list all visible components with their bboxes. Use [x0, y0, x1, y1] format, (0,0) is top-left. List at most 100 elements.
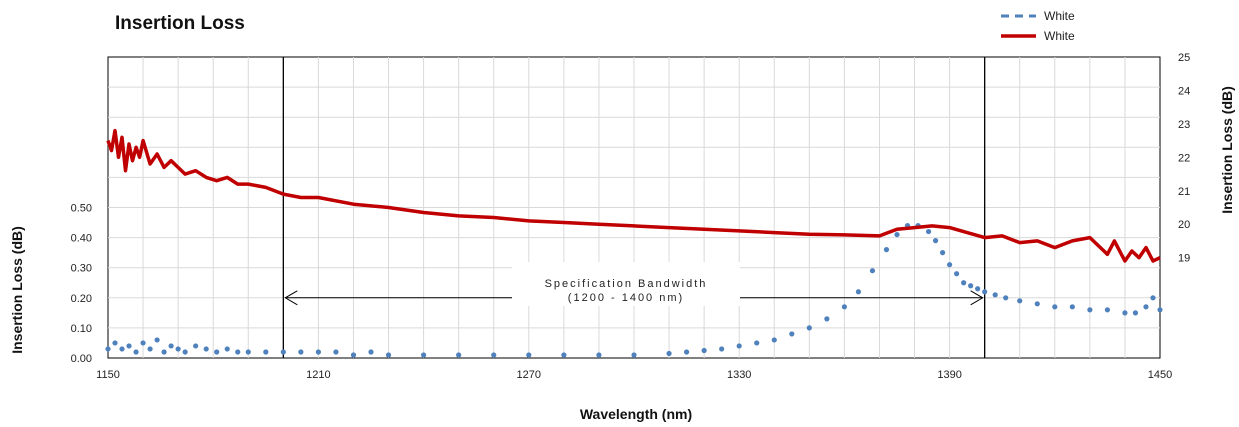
data-point-series-1 [771, 337, 777, 343]
data-point-series-1 [1052, 304, 1058, 310]
legend: White White [1001, 9, 1075, 43]
chart-title: Insertion Loss [115, 13, 245, 34]
data-point-series-1 [193, 343, 199, 349]
data-point-series-1 [1003, 295, 1009, 301]
data-point-series-1 [968, 283, 974, 289]
data-point-series-1 [491, 352, 497, 358]
data-point-series-1 [385, 352, 392, 358]
spec-annotation: Specification Bandwidth (1200 - 1400 nm) [512, 262, 740, 306]
data-point-series-1 [841, 304, 848, 310]
data-point-series-1 [350, 352, 357, 358]
data-point-series-1 [315, 349, 321, 355]
data-point-series-1 [932, 238, 939, 244]
data-point-series-1 [666, 350, 672, 357]
data-point-series-1 [1157, 307, 1163, 313]
legend-label-2: White [1044, 29, 1075, 43]
data-point-series-1 [869, 268, 876, 274]
left-y-tick-label: 0.30 [71, 263, 92, 275]
data-point-series-1 [992, 292, 998, 298]
right-y-tick-label: 23 [1178, 119, 1190, 131]
data-point-series-1 [168, 343, 174, 349]
data-point-series-1 [982, 289, 988, 295]
data-point-series-1 [855, 289, 862, 295]
data-point-series-1 [126, 343, 132, 349]
data-point-series-1 [684, 349, 690, 355]
data-point-series-1 [421, 352, 427, 358]
data-point-series-1 [133, 349, 139, 355]
data-point-series-1 [806, 325, 812, 331]
data-point-series-1 [975, 286, 981, 292]
data-point-series-1 [224, 346, 230, 352]
data-point-series-1 [701, 347, 707, 354]
data-point-series-1 [140, 340, 146, 346]
data-point-series-1 [245, 349, 251, 355]
annotation-line-2: (1200 - 1400 nm) [568, 292, 684, 304]
left-y-tick-label: 0.50 [71, 203, 92, 215]
right-y-tick-label: 21 [1178, 186, 1190, 198]
left-y-axis-title: Insertion Loss (dB) [9, 226, 25, 354]
data-point-series-1 [1104, 307, 1110, 313]
left-y-tick-label: 0.40 [71, 233, 92, 245]
data-point-series-1 [961, 280, 967, 286]
x-axis-title: Wavelength (nm) [580, 406, 692, 422]
legend-label-1: White [1044, 9, 1075, 23]
x-tick-label: 1150 [96, 369, 120, 381]
data-point-series-1 [824, 316, 830, 322]
data-point-series-1 [154, 337, 160, 343]
data-point-series-1 [947, 262, 953, 268]
data-point-series-1 [161, 349, 167, 355]
left-y-axis-ticks: 0.00 0.10 0.20 0.30 0.40 0.50 [71, 203, 92, 366]
data-point-series-1 [526, 352, 532, 358]
data-point-series-1 [235, 349, 241, 355]
data-point-series-1 [368, 349, 374, 355]
data-point-series-1 [736, 343, 742, 349]
data-point-series-1 [596, 352, 602, 358]
x-tick-label: 1330 [727, 369, 751, 381]
series-layer [105, 128, 1163, 358]
right-y-tick-label: 20 [1178, 219, 1190, 231]
data-point-series-1 [789, 331, 795, 337]
data-point-series-1 [754, 340, 760, 346]
left-y-tick-label: 0.20 [71, 293, 92, 305]
annotation-line-1: Specification Bandwidth [545, 278, 708, 290]
data-point-series-1 [333, 349, 339, 355]
left-y-tick-label: 0.10 [71, 323, 92, 335]
series-line-2 [106, 128, 1161, 263]
left-y-tick-label: 0.00 [71, 353, 92, 365]
data-point-series-1 [631, 352, 637, 358]
data-point-series-1 [925, 228, 932, 235]
right-y-axis-ticks: 19 20 21 22 23 24 25 [1178, 52, 1190, 265]
data-point-series-1 [175, 346, 181, 352]
data-point-series-1 [1122, 310, 1128, 316]
annotation-box [512, 262, 740, 306]
data-point-series-1 [105, 346, 111, 352]
data-point-series-1 [883, 247, 890, 253]
right-y-axis-title: Insertion Loss (dB) [1219, 86, 1235, 214]
right-y-tick-label: 25 [1178, 52, 1190, 64]
data-point-series-1 [1034, 301, 1040, 307]
x-tick-label: 1390 [937, 369, 961, 381]
data-point-series-1 [298, 349, 304, 355]
data-point-series-1 [263, 349, 269, 355]
data-point-series-1 [1132, 310, 1139, 316]
data-point-series-1 [1087, 307, 1093, 313]
data-point-series-1 [719, 346, 725, 352]
right-y-tick-label: 24 [1178, 85, 1190, 97]
right-y-tick-label: 19 [1178, 253, 1190, 265]
x-axis-ticks: 1150 1210 1270 1330 1390 1450 [96, 369, 1172, 381]
data-point-series-1 [954, 271, 960, 277]
x-tick-label: 1270 [517, 369, 541, 381]
x-tick-label: 1210 [306, 369, 330, 381]
data-point-series-1 [182, 349, 188, 355]
grid-lines [108, 57, 1160, 358]
data-point-series-1 [214, 349, 220, 355]
data-point-series-1 [1150, 295, 1156, 301]
data-point-series-1 [147, 346, 153, 352]
data-point-series-1 [561, 352, 567, 358]
data-point-series-1 [1069, 304, 1075, 310]
data-point-series-1 [456, 352, 462, 358]
data-point-series-1 [1017, 298, 1023, 304]
x-tick-label: 1450 [1148, 369, 1172, 381]
data-point-series-1 [119, 346, 125, 352]
